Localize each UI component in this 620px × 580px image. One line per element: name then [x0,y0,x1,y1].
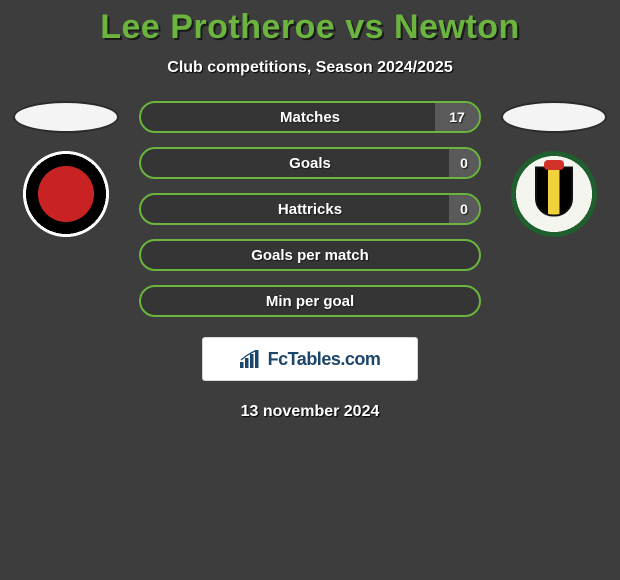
stat-pill-matches: Matches 17 [139,101,481,133]
stat-right-value: 0 [460,155,468,171]
stat-pill-min-per-goal: Min per goal [139,285,481,317]
stat-label: Hattricks [278,201,342,218]
stat-label: Goals per match [251,247,369,264]
bar-chart-icon [240,350,262,368]
subtitle: Club competitions, Season 2024/2025 [167,59,452,77]
date-text: 13 november 2024 [241,403,380,421]
attribution-box: FcTables.com [202,337,418,381]
attribution-text: FcTables.com [268,349,381,370]
stat-right-value: 17 [449,109,465,125]
right-club-crest [511,151,597,237]
stat-pill-goals: Goals 0 [139,147,481,179]
right-player-column [499,101,609,237]
stats-column: Matches 17 Goals 0 Hattricks 0 Goals per… [139,101,481,317]
right-player-placeholder [501,101,607,133]
stat-label: Goals [289,155,331,172]
stat-right-segment: 17 [435,103,479,131]
left-player-column [11,101,121,237]
stat-label: Matches [280,109,340,126]
stat-right-segment: 0 [449,195,479,223]
stat-pill-hattricks: Hattricks 0 [139,193,481,225]
stat-label: Min per goal [266,293,354,310]
stat-right-value: 0 [460,201,468,217]
page-title: Lee Protheroe vs Newton [100,8,520,47]
comparison-row: Matches 17 Goals 0 Hattricks 0 Goals per… [0,101,620,317]
comparison-card: Lee Protheroe vs Newton Club competition… [0,0,620,421]
stat-pill-goals-per-match: Goals per match [139,239,481,271]
left-player-placeholder [13,101,119,133]
left-club-crest [23,151,109,237]
stat-right-segment: 0 [449,149,479,177]
